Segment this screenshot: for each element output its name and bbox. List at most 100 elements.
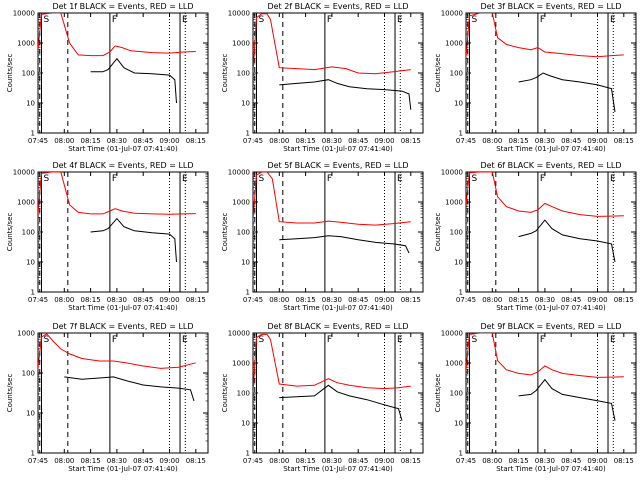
x-tick-label: 08:30 xyxy=(107,137,127,145)
x-tick-label: 08:30 xyxy=(322,457,342,465)
series-line-lld xyxy=(253,333,411,394)
x-tick-label: 08:15 xyxy=(401,457,421,465)
x-tick-label: 08:30 xyxy=(107,296,127,304)
series-line-events xyxy=(90,57,177,104)
series-line-events xyxy=(64,376,195,402)
plot-frame xyxy=(252,12,424,134)
series-line-events xyxy=(279,384,403,421)
x-tick-label: 08:00 xyxy=(54,457,74,465)
y-axis-label: Counts/sec xyxy=(6,374,14,413)
panel-det-3: Det 3f BLACK = Events, RED = LLD 1 10 100 10… xyxy=(434,2,637,153)
y-tick-label: 1000 xyxy=(445,40,463,48)
marker-label: F xyxy=(112,174,117,184)
x-tick-label: 09:00 xyxy=(159,457,179,465)
panel-det-2: Det 2f BLACK = Events, RED = LLD 1 10 100 10… xyxy=(221,2,424,153)
series-line-lld xyxy=(38,13,196,57)
y-tick-label: 10000 xyxy=(441,330,463,338)
y-tick-label: 1 xyxy=(459,289,463,297)
x-tick-label: 08:15 xyxy=(509,296,529,304)
x-tick-label: 08:00 xyxy=(54,296,74,304)
x-tick-label: 07:45 xyxy=(28,457,48,465)
x-axis-label: Start Time (01-Jul-07 07:41:40) xyxy=(68,304,178,312)
x-tick-label: 07:45 xyxy=(28,137,48,145)
marker-label: F xyxy=(540,15,545,25)
y-tick-label: 1 xyxy=(459,450,463,458)
y-tick-label: 100 xyxy=(22,70,35,78)
x-tick-label: 08:45 xyxy=(348,457,368,465)
x-tick-label: 08:15 xyxy=(509,457,529,465)
y-tick-label: 100 xyxy=(237,229,250,237)
x-axis-label: Start Time (01-Jul-07 07:41:40) xyxy=(496,145,606,153)
y-tick-label: 10 xyxy=(454,420,463,428)
marker-label: S xyxy=(472,15,478,25)
y-tick-label: 10000 xyxy=(13,10,35,18)
x-tick-label: 08:15 xyxy=(509,137,529,145)
x-tick-label: 08:00 xyxy=(482,296,502,304)
y-tick-label: 10000 xyxy=(441,169,463,177)
x-tick-label: 08:15 xyxy=(401,296,421,304)
plot-frame xyxy=(252,332,424,454)
x-tick-label: 09:00 xyxy=(587,457,607,465)
marker-label: S xyxy=(259,15,265,25)
plot-frame xyxy=(465,12,637,134)
y-tick-label: 10 xyxy=(241,259,250,267)
y-tick-label: 1000 xyxy=(232,360,250,368)
x-tick-label: 08:45 xyxy=(561,457,581,465)
series-line-events xyxy=(90,217,177,263)
x-tick-label: 08:00 xyxy=(54,137,74,145)
x-tick-label: 08:45 xyxy=(348,137,368,145)
panel-title: Det 7f BLACK = Events, RED = LLD xyxy=(52,322,193,331)
panel-title: Det 3f BLACK = Events, RED = LLD xyxy=(480,2,621,11)
y-tick-label: 10000 xyxy=(441,10,463,18)
marker-label: S xyxy=(472,335,478,345)
marker-label: S xyxy=(44,15,50,25)
y-tick-label: 10 xyxy=(26,410,35,418)
y-tick-label: 1000 xyxy=(17,199,35,207)
series-line-lld xyxy=(38,333,196,369)
x-tick-label: 07:45 xyxy=(456,457,476,465)
panel-title: Det 2f BLACK = Events, RED = LLD xyxy=(267,2,408,11)
x-tick-label: 08:15 xyxy=(296,137,316,145)
x-axis-label: Start Time (01-Jul-07 07:41:40) xyxy=(283,304,393,312)
x-axis-label: Start Time (01-Jul-07 07:41:40) xyxy=(496,465,606,473)
y-tick-label: 1000 xyxy=(17,330,35,338)
y-tick-label: 1000 xyxy=(232,199,250,207)
y-tick-label: 10 xyxy=(241,100,250,108)
y-tick-label: 1 xyxy=(246,450,250,458)
x-tick-label: 08:45 xyxy=(133,137,153,145)
series-line-events xyxy=(279,235,410,254)
panel-det-1: Det 1f BLACK = Events, RED = LLD 1 10 100 10… xyxy=(6,2,209,153)
y-axis-label: Counts/sec xyxy=(434,213,442,252)
x-tick-label: 07:45 xyxy=(456,137,476,145)
y-tick-label: 10000 xyxy=(13,169,35,177)
panel-det-9: Det 9f BLACK = Events, RED = LLD 1 10 100 10… xyxy=(434,322,637,473)
panel-title: Det 5f BLACK = Events, RED = LLD xyxy=(267,161,408,170)
x-tick-label: 08:00 xyxy=(269,137,289,145)
y-tick-label: 1000 xyxy=(232,40,250,48)
panel-det-7: Det 7f BLACK = Events, RED = LLD 1 10 100 10… xyxy=(6,322,209,473)
x-tick-label: 07:45 xyxy=(243,296,263,304)
x-tick-label: 09:00 xyxy=(159,296,179,304)
plot-frame xyxy=(37,332,209,454)
panel-title: Det 1f BLACK = Events, RED = LLD xyxy=(52,2,193,11)
x-tick-label: 08:45 xyxy=(133,296,153,304)
y-axis-label: Counts/sec xyxy=(434,54,442,93)
x-tick-label: 08:45 xyxy=(561,296,581,304)
marker-label: F xyxy=(112,15,117,25)
x-tick-label: 08:00 xyxy=(269,296,289,304)
x-axis-label: Start Time (01-Jul-07 07:41:40) xyxy=(68,465,178,473)
series-line-lld xyxy=(253,172,411,226)
y-axis-label: Counts/sec xyxy=(221,374,229,413)
y-tick-label: 1 xyxy=(246,130,250,138)
y-tick-label: 100 xyxy=(237,70,250,78)
x-tick-label: 08:15 xyxy=(614,296,634,304)
x-tick-label: 09:00 xyxy=(587,296,607,304)
y-tick-label: 1 xyxy=(31,289,35,297)
y-axis-label: Counts/sec xyxy=(6,213,14,252)
marker-label: S xyxy=(259,335,265,345)
panel-det-4: Det 4f BLACK = Events, RED = LLD 1 10 100 10… xyxy=(6,161,209,312)
panel-title: Det 9f BLACK = Events, RED = LLD xyxy=(480,322,621,331)
y-axis-label: Counts/sec xyxy=(6,54,14,93)
x-tick-label: 08:45 xyxy=(348,296,368,304)
